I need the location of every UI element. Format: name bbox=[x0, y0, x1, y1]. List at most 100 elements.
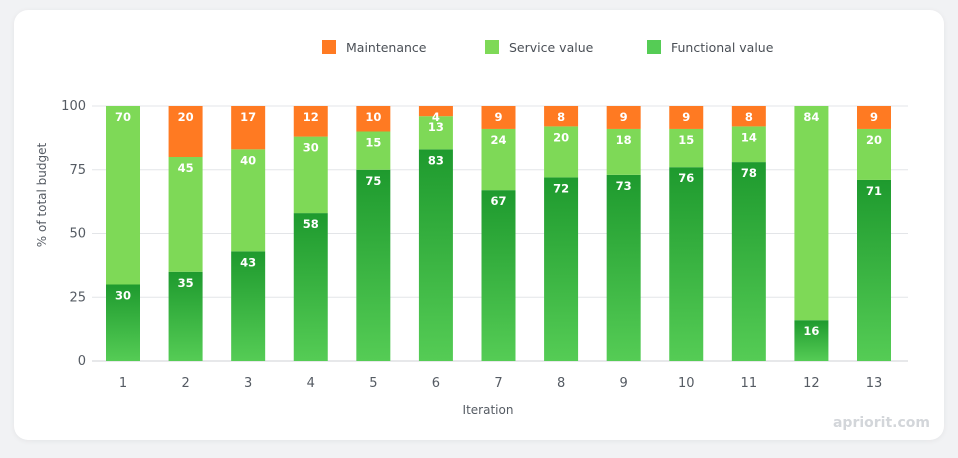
data-label-maintenance: 17 bbox=[240, 110, 256, 124]
x-tick-label: 9 bbox=[620, 376, 628, 391]
bar-functional bbox=[168, 271, 203, 361]
x-tick-label: 13 bbox=[866, 376, 883, 391]
x-axis-title: Iteration bbox=[463, 403, 514, 417]
x-tick-label: 3 bbox=[244, 376, 252, 391]
bar-service bbox=[606, 128, 641, 175]
data-label-functional: 75 bbox=[365, 174, 381, 188]
data-label-maintenance: 8 bbox=[557, 110, 565, 124]
bar-maintenance bbox=[857, 106, 891, 129]
bar-service bbox=[293, 136, 328, 214]
bar-functional bbox=[857, 179, 891, 361]
data-label-functional: 35 bbox=[178, 276, 194, 290]
bar-service bbox=[106, 106, 140, 285]
x-tick-label: 6 bbox=[432, 376, 440, 391]
data-label-service: 20 bbox=[866, 133, 882, 147]
bar-functional bbox=[731, 162, 766, 361]
data-label-functional: 76 bbox=[678, 171, 694, 185]
legend-label-maintenance: Maintenance bbox=[346, 40, 427, 55]
bar-functional bbox=[231, 251, 266, 361]
y-tick-label: 100 bbox=[61, 99, 86, 114]
legend-swatch-maintenance bbox=[322, 40, 336, 54]
bar-maintenance bbox=[544, 106, 579, 127]
bar-service bbox=[231, 149, 266, 252]
data-label-maintenance: 9 bbox=[494, 110, 502, 124]
data-label-service: 18 bbox=[616, 133, 632, 147]
bar-functional bbox=[356, 169, 391, 361]
bar-service bbox=[669, 128, 704, 168]
chart-card: 0 25 50 75 100 1 2 3 4 5 6 7 8 9 10 11 12 13 30 70 35 45 20 4… bbox=[14, 10, 944, 440]
bar-maintenance bbox=[168, 106, 203, 157]
bar-maintenance bbox=[231, 106, 266, 150]
bar-maintenance bbox=[481, 106, 516, 129]
y-tick-label: 75 bbox=[69, 163, 86, 178]
data-label-service: 45 bbox=[178, 161, 194, 175]
y-axis: 0 25 50 75 100 bbox=[61, 99, 86, 369]
legend: Maintenance Service value Functional value bbox=[322, 40, 774, 55]
x-axis: 1 2 3 4 5 6 7 8 9 10 11 12 13 bbox=[119, 376, 882, 391]
data-label-maintenance: 4 bbox=[432, 110, 440, 124]
bar-service bbox=[356, 131, 391, 170]
y-tick-label: 25 bbox=[69, 290, 86, 305]
x-tick-label: 4 bbox=[307, 376, 315, 391]
y-tick-label: 50 bbox=[69, 227, 86, 242]
data-label-functional: 43 bbox=[240, 255, 256, 269]
data-label-service: 24 bbox=[490, 133, 506, 147]
watermark: apriorit.com bbox=[833, 415, 930, 431]
legend-swatch-functional bbox=[647, 40, 661, 54]
bar-functional bbox=[106, 284, 140, 361]
data-label-functional: 16 bbox=[803, 324, 819, 338]
x-tick-label: 2 bbox=[181, 376, 189, 391]
bar-service bbox=[857, 128, 891, 180]
bar-functional bbox=[418, 149, 453, 361]
bar-service bbox=[481, 128, 516, 191]
bar-service bbox=[544, 126, 579, 178]
data-label-maintenance: 9 bbox=[870, 110, 878, 124]
data-label-service: 84 bbox=[803, 110, 819, 124]
bar-maintenance bbox=[731, 106, 766, 127]
bar-maintenance bbox=[669, 106, 704, 129]
x-tick-label: 12 bbox=[803, 376, 820, 391]
bar-service bbox=[168, 157, 203, 272]
data-label-functional: 73 bbox=[616, 179, 632, 193]
bar-functional bbox=[544, 177, 579, 361]
bar-service bbox=[794, 106, 829, 321]
x-tick-label: 5 bbox=[369, 376, 377, 391]
bar-maintenance bbox=[356, 106, 391, 132]
y-axis-title: % of total budget bbox=[35, 143, 49, 248]
data-label-functional: 83 bbox=[428, 153, 444, 167]
data-label-maintenance: 8 bbox=[745, 110, 753, 124]
data-label-functional: 71 bbox=[866, 184, 882, 198]
x-tick-label: 11 bbox=[741, 376, 758, 391]
bar-functional bbox=[669, 167, 704, 361]
x-tick-label: 10 bbox=[678, 376, 695, 391]
bar-maintenance bbox=[606, 106, 641, 129]
data-label-functional: 78 bbox=[741, 166, 757, 180]
data-label-maintenance: 9 bbox=[682, 110, 690, 124]
data-label-service: 70 bbox=[115, 110, 131, 124]
data-label-service: 15 bbox=[365, 136, 381, 150]
y-tick-label: 0 bbox=[78, 354, 86, 369]
bar-functional bbox=[794, 320, 829, 361]
data-label-maintenance: 10 bbox=[365, 110, 381, 124]
data-label-functional: 67 bbox=[490, 194, 506, 208]
legend-label-functional: Functional value bbox=[671, 40, 774, 55]
legend-swatch-service bbox=[485, 40, 499, 54]
data-label-maintenance: 20 bbox=[178, 110, 194, 124]
bar-service bbox=[731, 126, 766, 163]
bar-maintenance bbox=[418, 106, 453, 117]
x-tick-label: 1 bbox=[119, 376, 127, 391]
bar-functional bbox=[481, 190, 516, 361]
x-tick-label: 8 bbox=[557, 376, 565, 391]
data-label-functional: 72 bbox=[553, 181, 569, 195]
data-label-functional: 58 bbox=[303, 217, 319, 231]
data-label-service: 14 bbox=[741, 130, 757, 144]
data-label-service: 20 bbox=[553, 130, 569, 144]
data-label-service: 40 bbox=[240, 153, 256, 167]
data-label-maintenance: 9 bbox=[620, 110, 628, 124]
data-label-maintenance: 12 bbox=[303, 110, 319, 124]
data-label-functional: 30 bbox=[115, 289, 131, 303]
data-label-service: 15 bbox=[678, 133, 694, 147]
legend-label-service: Service value bbox=[509, 40, 594, 55]
bar-maintenance bbox=[293, 106, 328, 137]
